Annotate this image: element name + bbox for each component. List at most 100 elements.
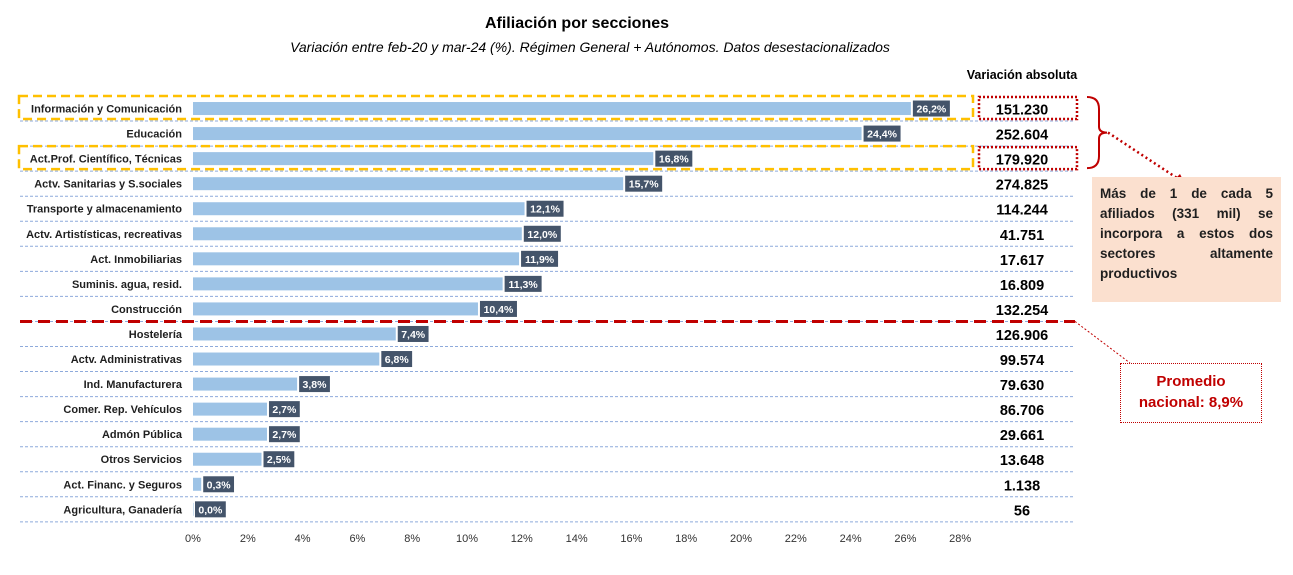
data-label: 12,1% xyxy=(530,204,560,216)
category-label: Otros Servicios xyxy=(101,454,182,466)
highlight-absolute-box xyxy=(977,145,1079,171)
data-label: 12,0% xyxy=(527,229,557,241)
data-label-bg xyxy=(268,401,300,418)
x-tick-label: 16% xyxy=(620,533,642,545)
data-label: 26,2% xyxy=(916,104,946,116)
category-label: Construcción xyxy=(111,304,182,316)
absolute-value: 29.661 xyxy=(1000,428,1044,444)
category-label: Suminis. agua, resid. xyxy=(72,279,182,291)
absolute-value: 252.604 xyxy=(996,128,1048,144)
data-label-bg xyxy=(523,225,561,242)
promedio-nacional-box: Promedio nacional: 8,9% xyxy=(1120,363,1262,423)
category-label: Educación xyxy=(126,129,182,141)
absolute-value: 274.825 xyxy=(996,178,1048,194)
x-tick-label: 20% xyxy=(730,533,752,545)
x-tick-label: 6% xyxy=(349,533,365,545)
bar xyxy=(193,502,194,516)
bar xyxy=(193,127,862,141)
category-label: Actv. Sanitarias y S.sociales xyxy=(34,179,182,191)
data-label-bg xyxy=(526,200,564,217)
bar xyxy=(193,152,654,166)
bar xyxy=(193,477,202,491)
data-label-bg xyxy=(912,100,950,117)
absolute-value: 1.138 xyxy=(1004,478,1040,494)
x-tick-label: 0% xyxy=(185,533,201,545)
data-label-bg xyxy=(203,476,235,493)
absolute-value: 86.706 xyxy=(1000,403,1044,419)
absolute-value: 17.617 xyxy=(1000,253,1044,269)
absolute-value: 79.630 xyxy=(1000,378,1044,394)
x-tick-label: 28% xyxy=(949,533,971,545)
data-label: 6,8% xyxy=(385,354,410,366)
absolute-value: 179.920 xyxy=(996,153,1048,169)
gridlines xyxy=(20,120,1075,523)
data-label: 11,3% xyxy=(509,279,539,291)
bar xyxy=(193,202,525,216)
absolute-variation-header: Variación absoluta xyxy=(967,68,1079,82)
absolute-value: 114.244 xyxy=(996,203,1048,219)
data-label-bg xyxy=(625,175,663,192)
bar xyxy=(193,277,503,291)
data-label-bg xyxy=(299,376,330,393)
data-label: 3,8% xyxy=(303,379,328,391)
absolute-value: 56 xyxy=(1014,503,1030,519)
data-label: 0,3% xyxy=(207,479,232,491)
bar xyxy=(193,227,522,241)
category-label: Ind. Manufacturera xyxy=(84,379,183,391)
data-label: 24,4% xyxy=(867,129,897,141)
data-label: 10,4% xyxy=(484,304,514,316)
category-label: Act.Prof. Científico, Técnicas xyxy=(30,154,182,166)
absolute-value: 13.648 xyxy=(1000,453,1044,469)
bar xyxy=(193,252,520,266)
x-tick-label: 12% xyxy=(511,533,533,545)
category-label: Información y Comunicación xyxy=(31,104,182,116)
bar xyxy=(193,177,624,191)
category-label: Actv. Administrativas xyxy=(71,354,182,366)
data-label: 7,4% xyxy=(401,329,426,341)
callout-annotation: Más de 1 de cada 5 afiliados (331 mil) s… xyxy=(1092,177,1281,302)
chart-subtitle: Variación entre feb-20 y mar-24 (%). Rég… xyxy=(290,39,890,55)
absolute-value: 99.574 xyxy=(1000,353,1044,369)
data-label: 15,7% xyxy=(629,179,659,191)
data-label-bg xyxy=(397,325,429,342)
highlight-absolute-box xyxy=(977,95,1079,121)
category-label: Act. Inmobiliarias xyxy=(90,254,182,266)
bar xyxy=(193,377,298,391)
x-tick-label: 2% xyxy=(240,533,256,545)
bar xyxy=(193,327,396,341)
x-tick-label: 8% xyxy=(404,533,420,545)
x-tick-label: 18% xyxy=(675,533,697,545)
category-label: Transporte y almacenamiento xyxy=(27,204,183,216)
data-label: 2,5% xyxy=(267,454,292,466)
data-label-bg xyxy=(381,351,413,368)
data-label: 2,7% xyxy=(272,404,297,416)
x-tick-label: 10% xyxy=(456,533,478,545)
data-label-bg xyxy=(195,501,226,518)
data-label: 2,7% xyxy=(272,429,297,441)
bar xyxy=(193,402,267,416)
x-tick-label: 4% xyxy=(295,533,311,545)
data-label-bg xyxy=(655,150,693,167)
promedio-line-1: Promedio xyxy=(1156,373,1226,390)
data-label-bg xyxy=(479,300,517,317)
bar xyxy=(193,427,267,441)
absolute-value: 126.906 xyxy=(996,328,1048,344)
category-label: Agricultura, Ganadería xyxy=(63,504,182,516)
x-tick-label: 24% xyxy=(840,533,862,545)
data-label: 11,9% xyxy=(525,254,555,266)
absolute-value: 41.751 xyxy=(1000,228,1044,244)
bracket xyxy=(1086,96,1108,170)
category-label: Act. Financ. y Seguros xyxy=(63,479,182,491)
bar xyxy=(193,452,262,466)
data-label-bg xyxy=(268,426,300,443)
data-label-bg xyxy=(504,275,542,292)
bar xyxy=(193,102,911,116)
category-label: Comer. Rep. Vehículos xyxy=(63,404,182,416)
data-label-bg xyxy=(263,451,295,468)
absolute-value: 132.254 xyxy=(996,303,1048,319)
highlight-box xyxy=(17,94,975,121)
callout-arrow xyxy=(1107,131,1181,182)
absolute-value: 16.809 xyxy=(1000,278,1044,294)
reference-connector xyxy=(1074,321,1131,364)
